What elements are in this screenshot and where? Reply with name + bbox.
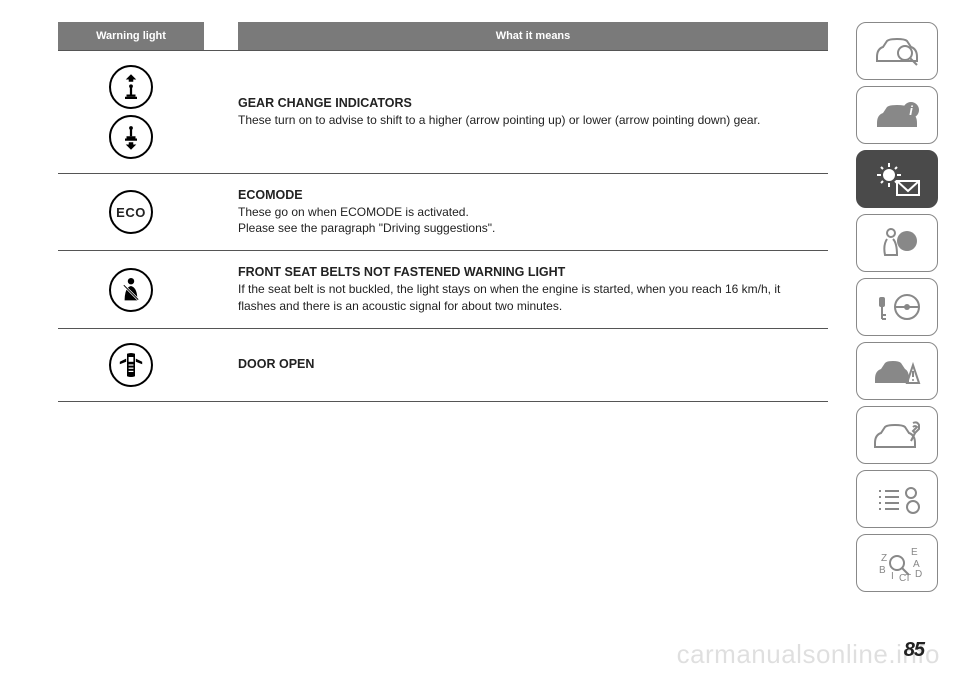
main-content: Warning light What it means (58, 22, 828, 402)
watermark: carmanualsonline.info (677, 639, 940, 670)
svg-text:I: I (891, 571, 894, 582)
svg-text:Z: Z (881, 553, 887, 564)
gap (204, 188, 238, 236)
tab-key-steering-icon (856, 278, 938, 336)
divider (58, 401, 828, 402)
text-col-door: DOOR OPEN (238, 343, 828, 387)
row-door-open: DOOR OPEN (58, 329, 828, 401)
header-gap (204, 22, 238, 50)
page: Warning light What it means (0, 0, 960, 678)
side-tabs: i (856, 22, 938, 592)
seatbelt-desc: If the seat belt is not buckled, the lig… (238, 281, 818, 313)
row-seatbelt: FRONT SEAT BELTS NOT FASTENED WARNING LI… (58, 251, 828, 327)
icon-col-gear (58, 65, 204, 159)
gear-shift-up-icon (109, 65, 153, 109)
tab-warning-lights-icon (856, 150, 938, 208)
header-warning-light: Warning light (58, 22, 204, 50)
door-open-icon (109, 343, 153, 387)
svg-text:i: i (909, 103, 913, 118)
gap (204, 265, 238, 313)
text-col-eco: ECOMODE These go on when ECOMODE is acti… (238, 188, 828, 236)
row-gear-change: GEAR CHANGE INDICATORS These turn on to … (58, 51, 828, 173)
gap (204, 65, 238, 159)
eco-icon: ECO (109, 190, 153, 234)
seatbelt-title: FRONT SEAT BELTS NOT FASTENED WARNING LI… (238, 265, 818, 279)
gear-desc: These turn on to advise to shift to a hi… (238, 112, 818, 128)
svg-text:E: E (911, 547, 918, 558)
icon-col-door (58, 343, 204, 387)
svg-text:B: B (879, 565, 886, 576)
tab-car-info-icon: i (856, 86, 938, 144)
tab-car-service-icon (856, 406, 938, 464)
page-number: 85 (904, 639, 924, 662)
eco-label: ECO (116, 205, 146, 220)
gap (204, 343, 238, 387)
tab-car-warning-icon (856, 342, 938, 400)
seatbelt-icon (109, 268, 153, 312)
table-header: Warning light What it means (58, 22, 828, 50)
text-col-gear: GEAR CHANGE INDICATORS These turn on to … (238, 65, 828, 159)
gear-title: GEAR CHANGE INDICATORS (238, 96, 818, 110)
tab-index-icon: Z B I C T E A D (856, 534, 938, 592)
door-title: DOOR OPEN (238, 357, 818, 371)
svg-text:D: D (915, 569, 922, 580)
tab-car-magnifier-icon (856, 22, 938, 80)
eco-title: ECOMODE (238, 188, 818, 202)
eco-desc2: Please see the paragraph "Driving sugges… (238, 220, 818, 236)
icon-col-eco: ECO (58, 188, 204, 236)
eco-desc1: These go on when ECOMODE is activated. (238, 204, 818, 220)
text-col-seatbelt: FRONT SEAT BELTS NOT FASTENED WARNING LI… (238, 265, 828, 313)
header-what-it-means: What it means (238, 22, 828, 50)
tab-list-gear-icon (856, 470, 938, 528)
tab-airbag-icon (856, 214, 938, 272)
row-ecomode: ECO ECOMODE These go on when ECOMODE is … (58, 174, 828, 250)
icon-col-seatbelt (58, 265, 204, 313)
gear-shift-down-icon (109, 115, 153, 159)
